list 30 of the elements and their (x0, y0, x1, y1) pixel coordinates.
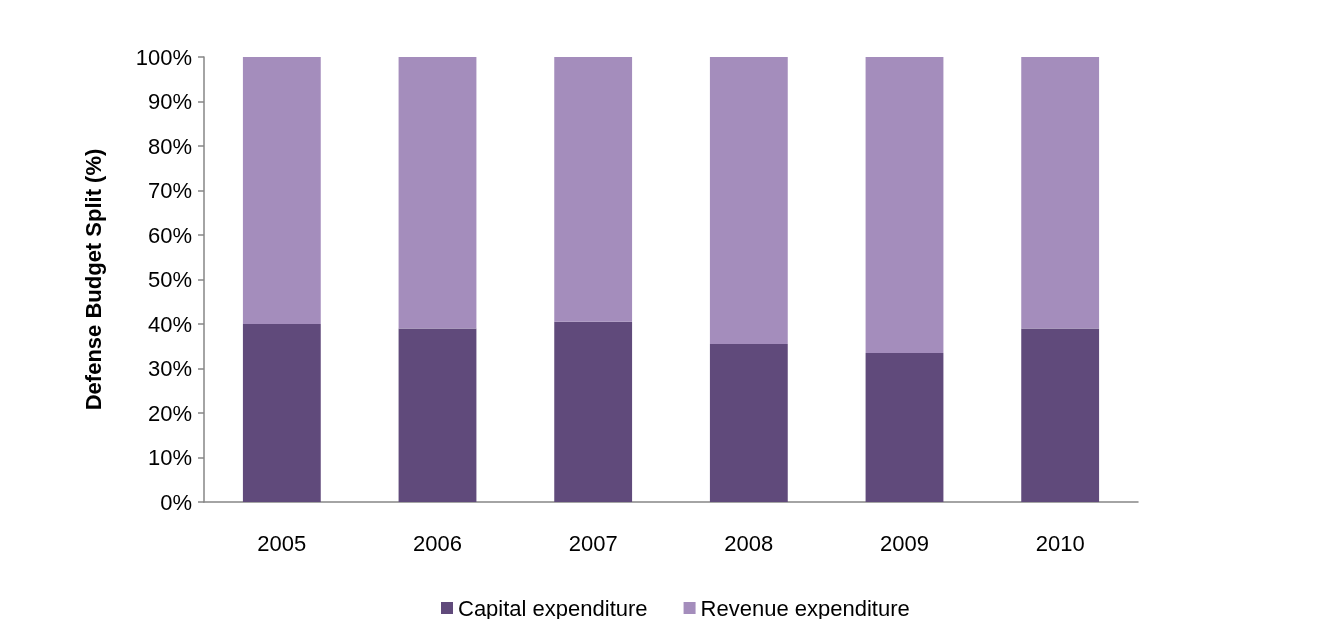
y-tick-label: 0% (160, 489, 192, 515)
y-tick-label: 10% (147, 445, 192, 470)
x-tick-label: 2006 (413, 530, 462, 556)
bar (554, 321, 633, 502)
bar (1021, 328, 1100, 502)
bar (865, 57, 944, 353)
bar (242, 57, 321, 324)
y-tick-label: 40% (147, 311, 192, 337)
x-tick-label: 2010 (1035, 530, 1085, 556)
x-tick-label: 2009 (880, 530, 929, 556)
bar (242, 324, 321, 502)
y-tick-label: 30% (147, 356, 192, 381)
y-tick-label: 20% (147, 400, 192, 426)
bar (398, 328, 477, 502)
bar (1021, 57, 1100, 329)
y-tick-label: 70% (147, 178, 192, 203)
bar (865, 352, 944, 502)
y-tick-label: 80% (147, 133, 192, 159)
bar (709, 344, 788, 502)
bar (709, 57, 788, 345)
y-tick-label: 50% (147, 267, 192, 292)
bar (398, 57, 477, 329)
y-axis-title: Defense Budget Split (%) (80, 148, 106, 411)
y-tick-label: 90% (147, 89, 192, 114)
bar (554, 57, 633, 322)
y-tick-label: 100% (135, 44, 192, 70)
x-tick-label: 2005 (257, 530, 307, 556)
x-tick-label: 2008 (724, 530, 774, 556)
x-tick-label: 2007 (568, 530, 618, 556)
y-tick-label: 60% (147, 222, 192, 248)
